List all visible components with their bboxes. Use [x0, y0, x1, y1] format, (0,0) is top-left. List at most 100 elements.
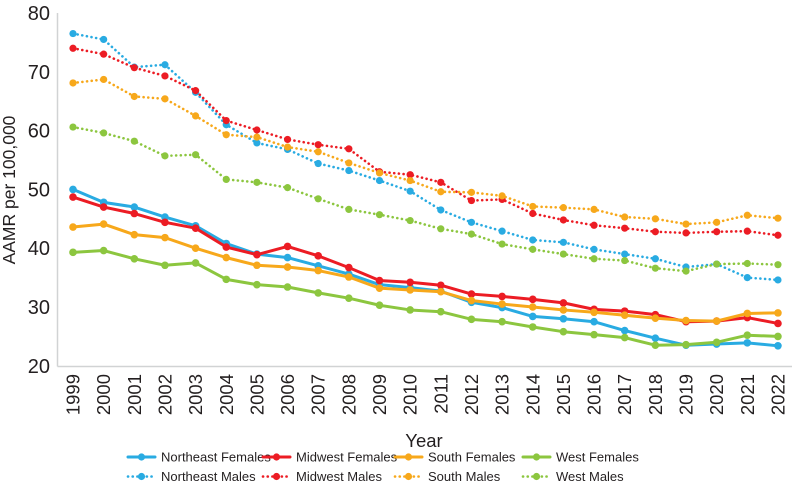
y-tick-label: 40 [28, 238, 50, 260]
data-point [283, 283, 292, 291]
data-point [69, 185, 77, 194]
legend-item-south-females: South Females [393, 450, 516, 465]
x-tick-label: 2021 [737, 374, 758, 415]
data-point [528, 295, 537, 304]
data-point [467, 290, 476, 298]
series-line [71, 78, 780, 226]
data-point [559, 327, 568, 336]
series-line [71, 249, 780, 347]
data-point [314, 159, 322, 168]
data-point [437, 225, 445, 233]
data-point [498, 192, 506, 200]
data-point [651, 334, 660, 342]
data-point [161, 95, 169, 103]
x-tick-label: 2009 [369, 374, 390, 415]
data-point [314, 141, 322, 149]
data-point [590, 317, 598, 326]
data-point [253, 280, 261, 289]
x-tick-label: 2020 [706, 374, 727, 415]
data-point [743, 227, 751, 235]
data-point [590, 330, 598, 339]
series-line [71, 187, 780, 348]
legend-item-south-males: South Males [393, 469, 501, 484]
data-point [130, 209, 139, 218]
data-point [222, 275, 231, 284]
data-point [743, 309, 752, 318]
data-point [651, 314, 660, 322]
data-point [99, 203, 108, 211]
data-point [161, 218, 169, 227]
x-tick-label: 2011 [430, 374, 451, 414]
data-point [69, 193, 77, 201]
x-tick-label: 2006 [277, 374, 298, 415]
data-point [529, 245, 537, 253]
data-point [406, 171, 414, 179]
y-tick-label: 30 [28, 297, 50, 319]
x-tick-label: 2013 [492, 374, 513, 415]
data-point [559, 299, 568, 307]
data-point [192, 112, 200, 120]
x-tick-label: 2005 [246, 374, 267, 415]
data-point [100, 35, 108, 44]
data-point [283, 242, 292, 251]
legend-label: South Females [428, 450, 516, 465]
y-tick-label: 20 [28, 356, 50, 378]
y-tick-label: 50 [28, 179, 50, 201]
data-point [69, 223, 77, 231]
legend-marker-dot [272, 472, 281, 481]
x-tick-label: 2007 [308, 374, 329, 415]
data-point [682, 316, 690, 325]
data-point [774, 332, 782, 341]
data-point [253, 178, 261, 186]
data-point [161, 61, 169, 69]
data-point [651, 215, 659, 223]
data-point [682, 220, 690, 228]
data-point [437, 188, 445, 196]
data-point [191, 224, 200, 233]
data-point [590, 245, 598, 253]
data-point [774, 231, 782, 239]
data-point [559, 238, 568, 246]
data-point [161, 233, 169, 242]
data-point [192, 151, 200, 159]
data-point [559, 216, 568, 224]
x-tick-label: 2022 [767, 374, 788, 415]
series-west-males [69, 123, 782, 275]
data-point [345, 205, 353, 213]
data-point [529, 202, 537, 211]
data-point [620, 311, 629, 320]
y-axis-title: AAMR per 100,000 [0, 115, 19, 264]
x-axis-title: Year [405, 430, 442, 451]
data-point [161, 72, 169, 80]
data-point [467, 230, 476, 238]
data-point [406, 286, 414, 294]
data-point [713, 228, 721, 236]
data-point [192, 87, 200, 95]
data-point [712, 317, 721, 325]
data-point [620, 326, 629, 335]
series-south-males [69, 75, 782, 228]
data-point [314, 148, 322, 156]
data-point [222, 117, 230, 125]
data-point [529, 236, 537, 244]
data-point [191, 244, 200, 252]
data-point [774, 214, 782, 222]
legend-item-northeast-females: Northeast Females [126, 450, 271, 465]
data-point [559, 250, 568, 258]
legend-label: West Males [556, 469, 624, 484]
data-point [99, 220, 108, 228]
series-midwest-females [69, 193, 782, 328]
data-point [774, 261, 782, 269]
data-point [69, 248, 77, 257]
data-point [99, 246, 108, 255]
data-point [314, 266, 323, 275]
data-point [467, 196, 476, 205]
data-point [130, 203, 139, 211]
data-point [467, 296, 476, 305]
data-point [375, 301, 384, 310]
legend-marker-dot [404, 472, 413, 481]
series-northeast-females [69, 185, 782, 350]
x-tick-label: 2004 [216, 374, 237, 415]
